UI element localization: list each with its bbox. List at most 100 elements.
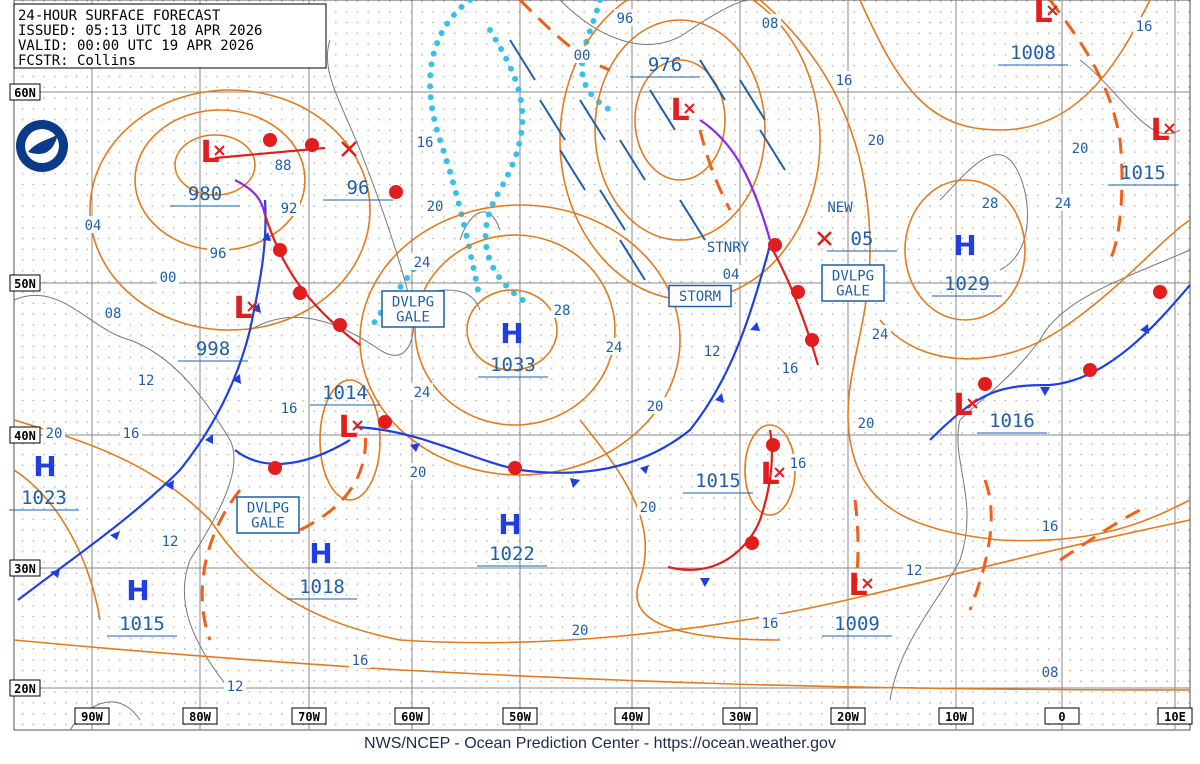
isobar-label: 04 bbox=[723, 267, 740, 283]
isobar-label-bg bbox=[407, 463, 429, 480]
isobar-label: 20 bbox=[868, 133, 885, 149]
isobar-label: 92 bbox=[281, 201, 298, 217]
lon-label-box bbox=[74, 707, 110, 725]
high-symbol: H bbox=[498, 508, 521, 541]
low-symbol: L bbox=[233, 291, 252, 326]
isobar-label: 24 bbox=[1055, 196, 1072, 212]
low-symbol: L bbox=[200, 135, 219, 170]
isobar-label-bg bbox=[43, 424, 65, 441]
annotation-text: GALE bbox=[836, 284, 870, 300]
high-symbol: H bbox=[126, 574, 149, 607]
isobar-label: 12 bbox=[162, 534, 179, 550]
isobar-label-bg bbox=[603, 338, 625, 355]
isobar-label: 24 bbox=[414, 385, 431, 401]
isobar-label-bg bbox=[414, 133, 436, 150]
lat-label-box bbox=[9, 559, 41, 577]
isobar-label-bg bbox=[855, 414, 877, 431]
isobar-label: 28 bbox=[554, 303, 571, 319]
isobar-label-bg bbox=[411, 253, 433, 270]
lon-label: 50W bbox=[509, 710, 531, 724]
lon-label-box bbox=[182, 707, 218, 725]
pressure-label: 1022 bbox=[489, 543, 535, 565]
lon-label-box bbox=[394, 707, 430, 725]
header-line: 24-HOUR SURFACE FORECAST bbox=[18, 8, 221, 24]
isobar-label-bg bbox=[865, 131, 887, 148]
isobar-label: 20 bbox=[1072, 141, 1089, 157]
isobar-label: 20 bbox=[46, 426, 63, 442]
annotation-text: NEW bbox=[827, 200, 853, 216]
isobar-label-bg bbox=[644, 397, 666, 414]
low-symbol: L bbox=[760, 457, 779, 492]
annotation-text: STORM bbox=[679, 289, 721, 305]
pressure-label: 998 bbox=[196, 338, 230, 360]
pressure-label: 1015 bbox=[119, 613, 165, 635]
isobar-label: 28 bbox=[982, 196, 999, 212]
lon-label: 20W bbox=[837, 710, 859, 724]
pressure-label: 05 bbox=[851, 228, 874, 250]
header-line: ISSUED: 05:13 UTC 18 APR 2026 bbox=[18, 23, 262, 39]
isobar-label: 96 bbox=[617, 11, 634, 27]
isobar-label-bg bbox=[1069, 139, 1091, 156]
isobar-label-bg bbox=[1039, 517, 1061, 534]
lon-label: 10E bbox=[1164, 710, 1186, 724]
isobar-label-bg bbox=[1039, 663, 1061, 680]
isobar-label: 16 bbox=[1136, 19, 1153, 35]
isobar-label: 16 bbox=[123, 426, 140, 442]
annotation-text: GALE bbox=[251, 516, 285, 532]
pressure-label: 1029 bbox=[944, 273, 990, 295]
isobar-label: 08 bbox=[1042, 665, 1059, 681]
isobar-label-bg bbox=[120, 424, 142, 441]
isobar-label-bg bbox=[411, 383, 433, 400]
isobar-label: 16 bbox=[790, 456, 807, 472]
low-symbol: L bbox=[670, 93, 689, 128]
isobar-label: 16 bbox=[782, 361, 799, 377]
isobar-label: 96 bbox=[210, 246, 227, 262]
isobar-label: 16 bbox=[417, 135, 434, 151]
isobar-label: 20 bbox=[647, 399, 664, 415]
low-x bbox=[1047, 5, 1058, 16]
isobar-label: 20 bbox=[640, 500, 657, 516]
lat-label: 30N bbox=[14, 562, 36, 576]
pressure-label: 1033 bbox=[490, 354, 536, 376]
annotation-text: DVLPG bbox=[392, 295, 434, 311]
isobar-label: 12 bbox=[906, 563, 923, 579]
annotation-box bbox=[668, 284, 732, 308]
high-symbol: H bbox=[500, 317, 523, 350]
isobar-label-bg bbox=[833, 71, 855, 88]
front-symbols bbox=[50, 133, 1167, 587]
isobar-label-bg bbox=[207, 244, 229, 261]
pressure-label: 1014 bbox=[322, 382, 368, 404]
lat-label-box bbox=[9, 274, 41, 292]
isobar-label-bg bbox=[349, 651, 371, 668]
isobar-label: 08 bbox=[105, 306, 122, 322]
annotation-box bbox=[236, 496, 300, 534]
isobar-label: 24 bbox=[414, 255, 431, 271]
fronts bbox=[17, 119, 1191, 601]
isobar-label: 16 bbox=[836, 73, 853, 89]
isobar-label-bg bbox=[637, 498, 659, 515]
pressure-label: 1009 bbox=[834, 613, 880, 635]
low-x bbox=[247, 301, 258, 312]
low-symbol: L bbox=[1033, 0, 1052, 30]
isobar-label: 04 bbox=[85, 218, 102, 234]
isobar-label: 12 bbox=[227, 679, 244, 695]
isobar-label: 16 bbox=[281, 401, 298, 417]
isobar-label: 88 bbox=[275, 158, 292, 174]
lat-label-box bbox=[9, 679, 41, 697]
lon-label-box bbox=[938, 707, 974, 725]
low-symbol: L bbox=[1150, 113, 1169, 148]
isobar-label-bg bbox=[159, 532, 181, 549]
isobar-label-bg bbox=[701, 342, 723, 359]
annotation-box bbox=[821, 264, 885, 302]
low-x bbox=[862, 578, 873, 589]
low-symbol: L bbox=[953, 388, 972, 423]
isobar-label: 08 bbox=[762, 16, 779, 32]
isobar-label-bg bbox=[102, 304, 124, 321]
lon-label-box bbox=[502, 707, 538, 725]
isobar-label: 16 bbox=[762, 616, 779, 632]
low-x bbox=[352, 420, 363, 431]
lat-label: 50N bbox=[14, 277, 36, 291]
lon-label-box bbox=[291, 707, 327, 725]
isobar-label: 16 bbox=[352, 653, 369, 669]
